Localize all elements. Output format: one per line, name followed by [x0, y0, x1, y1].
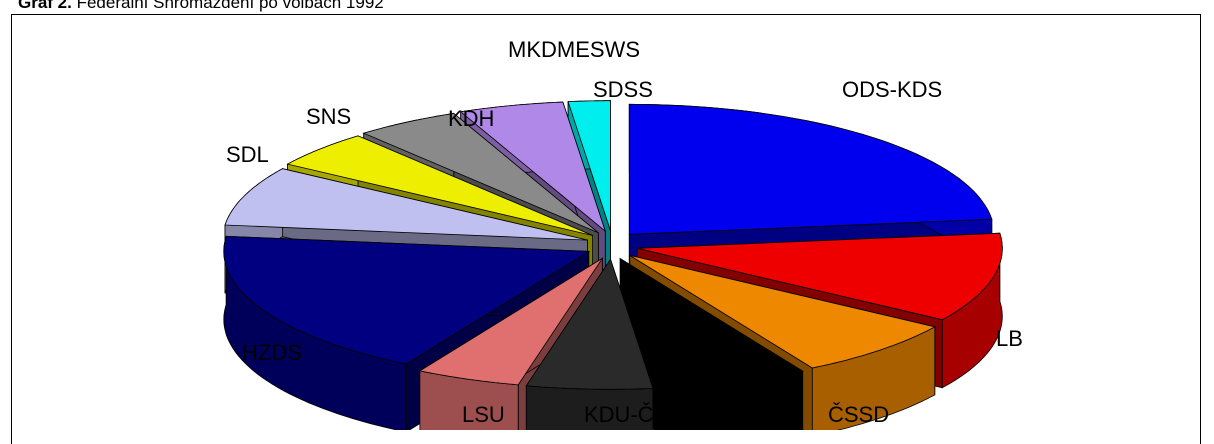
slice-label-kdh: KDH — [448, 106, 494, 131]
slice-spr-rs- — [619, 257, 804, 430]
slice-label--ssd: ČSSD — [828, 402, 889, 427]
slice-label-spr-rs-: SPR-RSČ — [690, 402, 789, 427]
pie-chart: ODS-KDS LB ČSSD SPR-RSČ KDU-ČSL LSU HZDS SDL SNS… — [223, 37, 1023, 430]
slice-top-sns — [286, 135, 593, 236]
slice-label-ods-kds: ODS-KDS — [842, 77, 942, 102]
slice-top-spr-rs- — [619, 257, 804, 389]
slice-label-mkdmesws: MKDMESWS — [508, 37, 640, 62]
slice-label-sns: SNS — [306, 104, 351, 129]
slice-top-sdl — [224, 168, 588, 241]
slice-top-hzds — [223, 235, 591, 365]
slice-top-mkdmesws — [459, 101, 607, 233]
chart-frame — [11, 14, 1201, 444]
slice-top-kdh — [362, 113, 599, 234]
slice-kdu-sl — [525, 257, 654, 430]
slice-top-lb — [637, 232, 1003, 321]
slice-top-kdu-sl — [525, 258, 654, 390]
chart-caption: Graf 2. Federální Shromáždění po volbách… — [18, 0, 384, 13]
slice-label-lsu: LSU — [462, 402, 505, 427]
slice-label-sdss: SDSS — [593, 77, 653, 102]
slice-label-kdu-sl: KDU-ČSL — [584, 402, 681, 427]
slice-top-ods-kds — [628, 103, 993, 235]
slice-label-hzds: HZDS — [242, 340, 302, 365]
slice-label-lb: LB — [996, 326, 1023, 351]
caption-text: Federální Shromáždění po volbách 1992 — [71, 0, 384, 12]
slice-label-sdl: SDL — [226, 142, 269, 167]
slice-top--ssd — [629, 255, 936, 369]
caption-prefix: Graf 2. — [18, 0, 72, 12]
slice-top-lsu — [418, 257, 603, 386]
slice-top-sdss — [567, 100, 611, 231]
